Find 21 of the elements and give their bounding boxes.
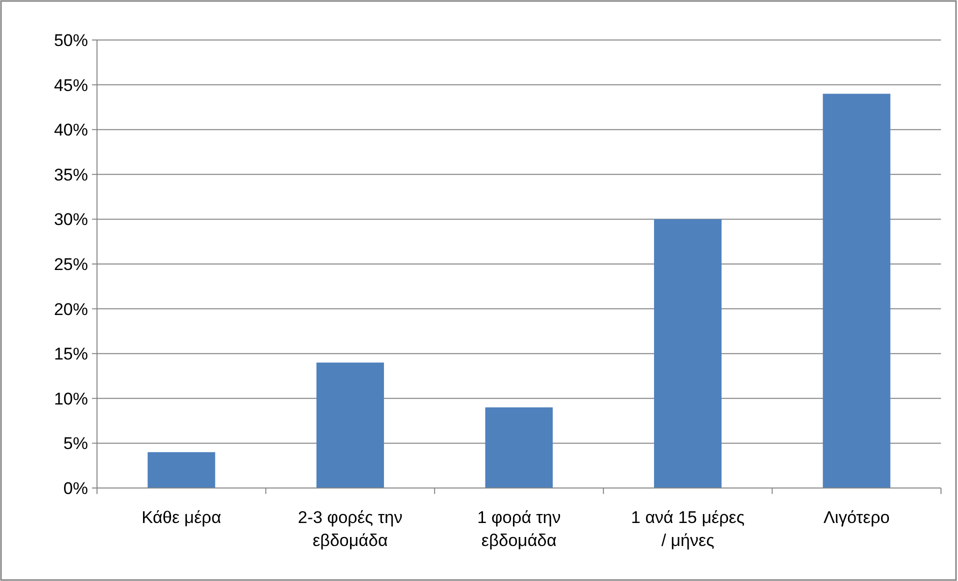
y-tick-label: 5% — [63, 434, 88, 454]
x-tick-label: 1 φορά την εβδομάδα — [477, 508, 561, 550]
bar — [485, 407, 553, 488]
x-tick-label: Κάθε μέρα — [142, 508, 222, 527]
y-tick-label: 25% — [54, 254, 88, 274]
y-tick-label: 40% — [54, 120, 88, 140]
y-tick-label: 50% — [54, 30, 88, 50]
bar — [654, 219, 722, 488]
x-tick-label: 2-3 φορές την εβδομάδα — [298, 508, 403, 550]
y-tick-label: 30% — [54, 210, 88, 230]
y-tick-label: 45% — [54, 76, 88, 95]
y-tick-label: 0% — [63, 478, 88, 498]
y-tick-label: 10% — [54, 389, 88, 408]
x-tick-label: 1 ανά 15 μέρες / μήνες — [631, 508, 745, 550]
bar — [822, 94, 890, 488]
bar — [148, 452, 216, 488]
bar — [316, 362, 384, 488]
y-tick-label: 35% — [54, 165, 88, 184]
y-tick-label: 15% — [54, 344, 88, 364]
y-tick-label: 20% — [54, 300, 88, 319]
x-tick-label: Λιγότερο — [823, 508, 890, 527]
